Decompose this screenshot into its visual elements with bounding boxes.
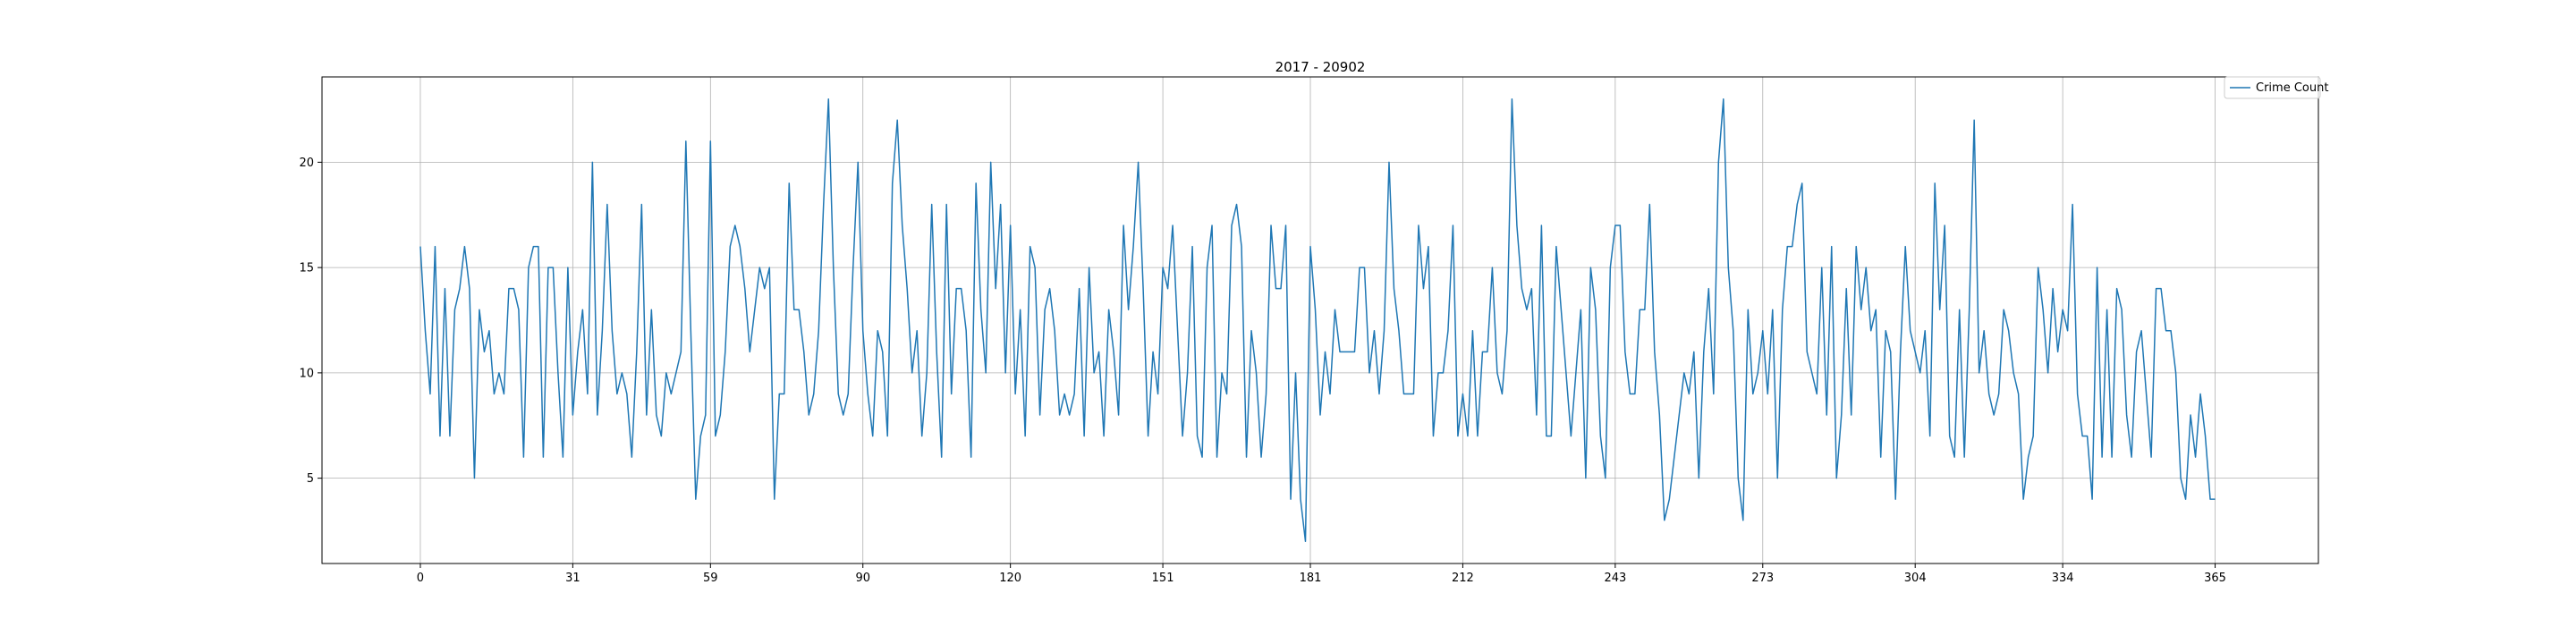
legend-label-crime-count: Crime Count xyxy=(2256,81,2328,95)
legend: Crime Count xyxy=(2224,76,2328,99)
y-tick-label: 5 xyxy=(307,472,314,486)
y-tick-label: 20 xyxy=(299,157,314,170)
series-layer xyxy=(419,97,2216,543)
x-tick-label: 90 xyxy=(855,572,870,585)
y-tick-label: 15 xyxy=(299,262,314,275)
x-axis-ticks: 0 31 59 90 120 151 181 212 243 273 304 334 365 xyxy=(417,564,2226,585)
chart-title: 2017 - 20902 xyxy=(1275,59,1366,75)
axes-frame xyxy=(321,76,2319,564)
x-tick-label: 0 xyxy=(417,572,424,585)
x-tick-label: 181 xyxy=(1300,572,1322,585)
series-line-crime-count xyxy=(419,97,2216,543)
x-tick-label: 365 xyxy=(2204,572,2226,585)
plot-area-border xyxy=(321,76,2319,564)
x-tick-label: 304 xyxy=(1904,572,1927,585)
x-tick-label: 151 xyxy=(1152,572,1174,585)
x-tick-label: 243 xyxy=(1604,572,1626,585)
x-tick-label: 212 xyxy=(1452,572,1474,585)
x-tick-label: 273 xyxy=(1751,572,1774,585)
x-tick-label: 59 xyxy=(703,572,718,585)
y-axis-ticks: 5 10 15 20 xyxy=(299,157,322,486)
y-tick-label: 10 xyxy=(299,367,314,380)
x-tick-label: 31 xyxy=(565,572,580,585)
x-tick-label: 334 xyxy=(2052,572,2074,585)
x-tick-label: 120 xyxy=(999,572,1021,585)
legend-box xyxy=(2224,76,2321,99)
